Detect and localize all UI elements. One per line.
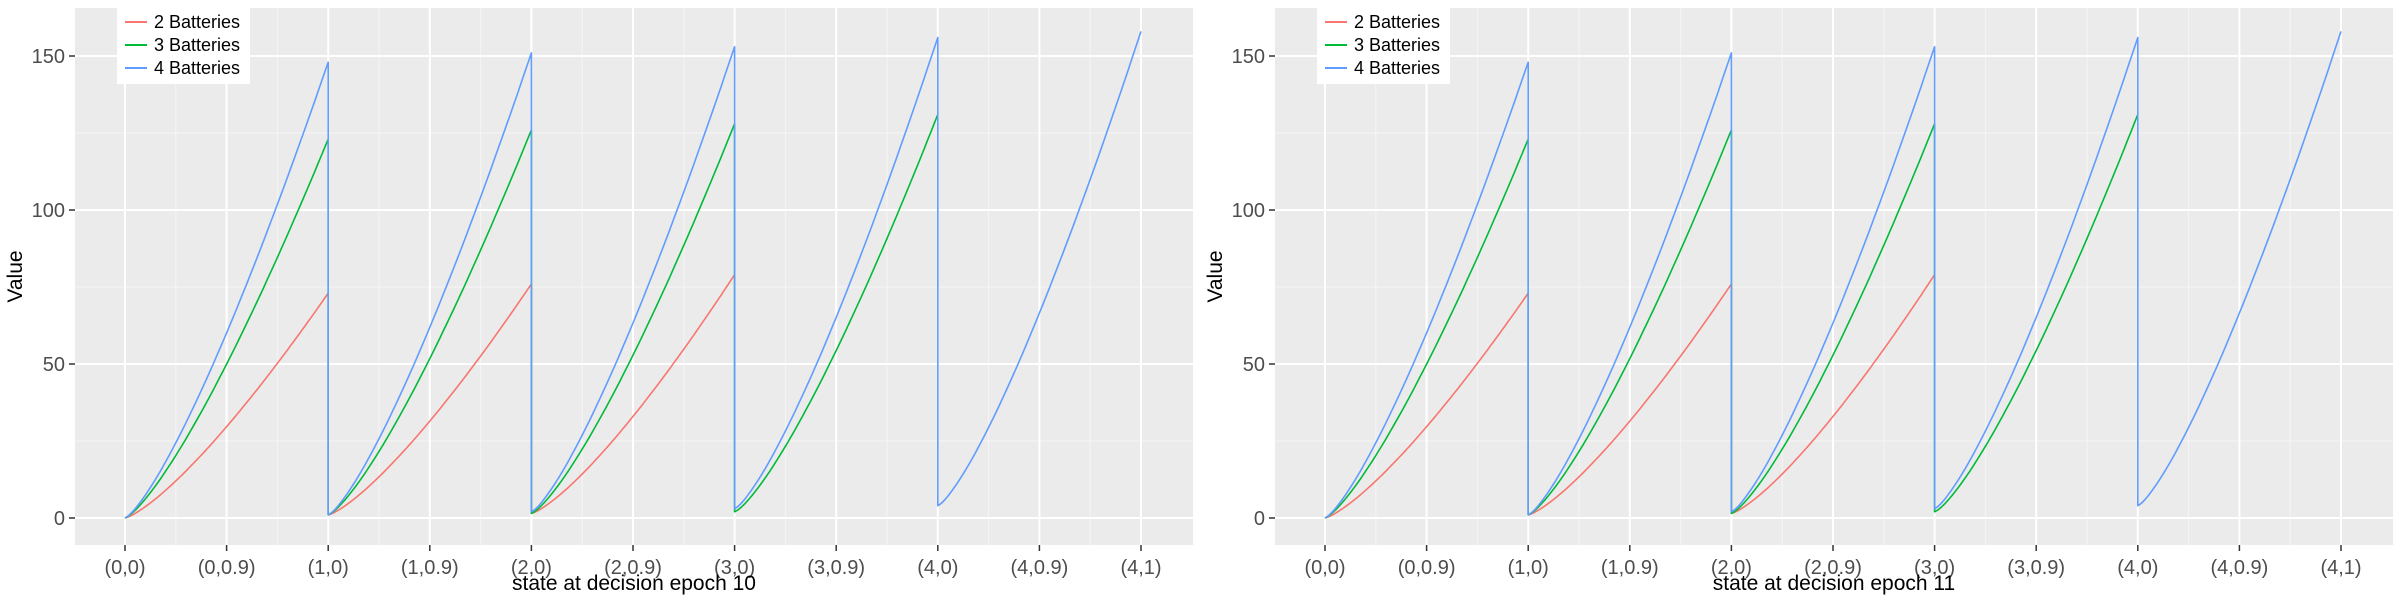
legend-label-2-batteries: 2 Batteries [154, 12, 240, 32]
x-tick-label: (4,0.9) [2210, 557, 2268, 579]
x-tick-label: (2,0) [511, 557, 552, 579]
x-tick-label: (3,0.9) [2007, 557, 2065, 579]
y-tick-label: 50 [43, 354, 65, 376]
x-tick-label: (4,1) [1120, 557, 1161, 579]
x-tick-label: (2,0) [1711, 557, 1752, 579]
y-tick-label: 100 [32, 200, 65, 222]
series-line-2-batteries [1324, 274, 1936, 519]
legend: 2 Batteries 3 Batteries 4 Batteries [117, 8, 250, 84]
series-line-2-batteries [124, 274, 736, 519]
legend-label-4-batteries: 4 Batteries [1354, 58, 1440, 78]
x-tick-label: (3,0) [714, 557, 755, 579]
series-4-batteries [124, 31, 1142, 519]
x-tick-label: (1,0.9) [1601, 557, 1659, 579]
legend: 2 Batteries 3 Batteries 4 Batteries [1317, 8, 1450, 84]
series-2-batteries [124, 274, 736, 519]
line-chart-epoch-11: 0 50 100 150 (0,0) (0,0.9) (1,0) (1,0.9) (2,0) (2… [1204, 8, 2393, 595]
x-tick-label: (2,0.9) [604, 557, 662, 579]
y-axis-title: Value [1204, 250, 1227, 302]
x-tick-label: (4,0) [917, 557, 958, 579]
x-axis-title: state at decision epoch 10 [512, 572, 756, 595]
legend-label-2-batteries: 2 Batteries [1354, 12, 1440, 32]
x-tick-label: (4,1) [2320, 557, 2361, 579]
x-tick-label: (0,0.9) [1398, 557, 1456, 579]
legend-label-4-batteries: 4 Batteries [154, 58, 240, 78]
y-axis-title: Value [4, 250, 27, 302]
chart-panel-epoch-11: 0 50 100 150 (0,0) (0,0.9) (1,0) (1,0.9) (2,0) (2… [1200, 0, 2400, 600]
x-tick-label: (1,0.9) [401, 557, 459, 579]
y-tick-label: 150 [32, 46, 65, 68]
x-tick-label: (3,0) [1914, 557, 1955, 579]
y-tick-label: 100 [1232, 200, 1265, 222]
x-tick-label: (3,0.9) [807, 557, 865, 579]
y-tick-label: 0 [1254, 508, 1265, 530]
x-tick-label: (0,0) [1304, 557, 1345, 579]
series-line-4-batteries [124, 31, 1142, 519]
y-tick-label: 150 [1232, 46, 1265, 68]
x-tick-label: (4,0.9) [1010, 557, 1068, 579]
series-4-batteries [1324, 31, 2342, 519]
y-tick-label: 0 [54, 508, 65, 530]
line-chart-epoch-10: 0 50 100 150 (0,0) (0,0.9) (1,0) (1,0.9) (2,0) (2… [4, 8, 1193, 595]
chart-panel-epoch-10: 0 50 100 150 (0,0) (0,0.9) (1,0) (1,0.9) (2,0) (2… [4, 8, 1193, 595]
x-tick-label: (0,0.9) [198, 557, 256, 579]
series-2-batteries [1324, 274, 1936, 519]
x-tick-label: (0,0) [104, 557, 145, 579]
legend-label-3-batteries: 3 Batteries [1354, 35, 1440, 55]
y-tick-label: 50 [1243, 354, 1265, 376]
x-tick-label: (1,0) [308, 557, 349, 579]
series-line-4-batteries [1324, 31, 2342, 519]
x-axis-title: state at decision epoch 11 [1713, 572, 1955, 595]
x-tick-label: (4,0) [2117, 557, 2158, 579]
x-tick-label: (2,0.9) [1804, 557, 1862, 579]
x-tick-label: (1,0) [1508, 557, 1549, 579]
legend-label-3-batteries: 3 Batteries [154, 35, 240, 55]
